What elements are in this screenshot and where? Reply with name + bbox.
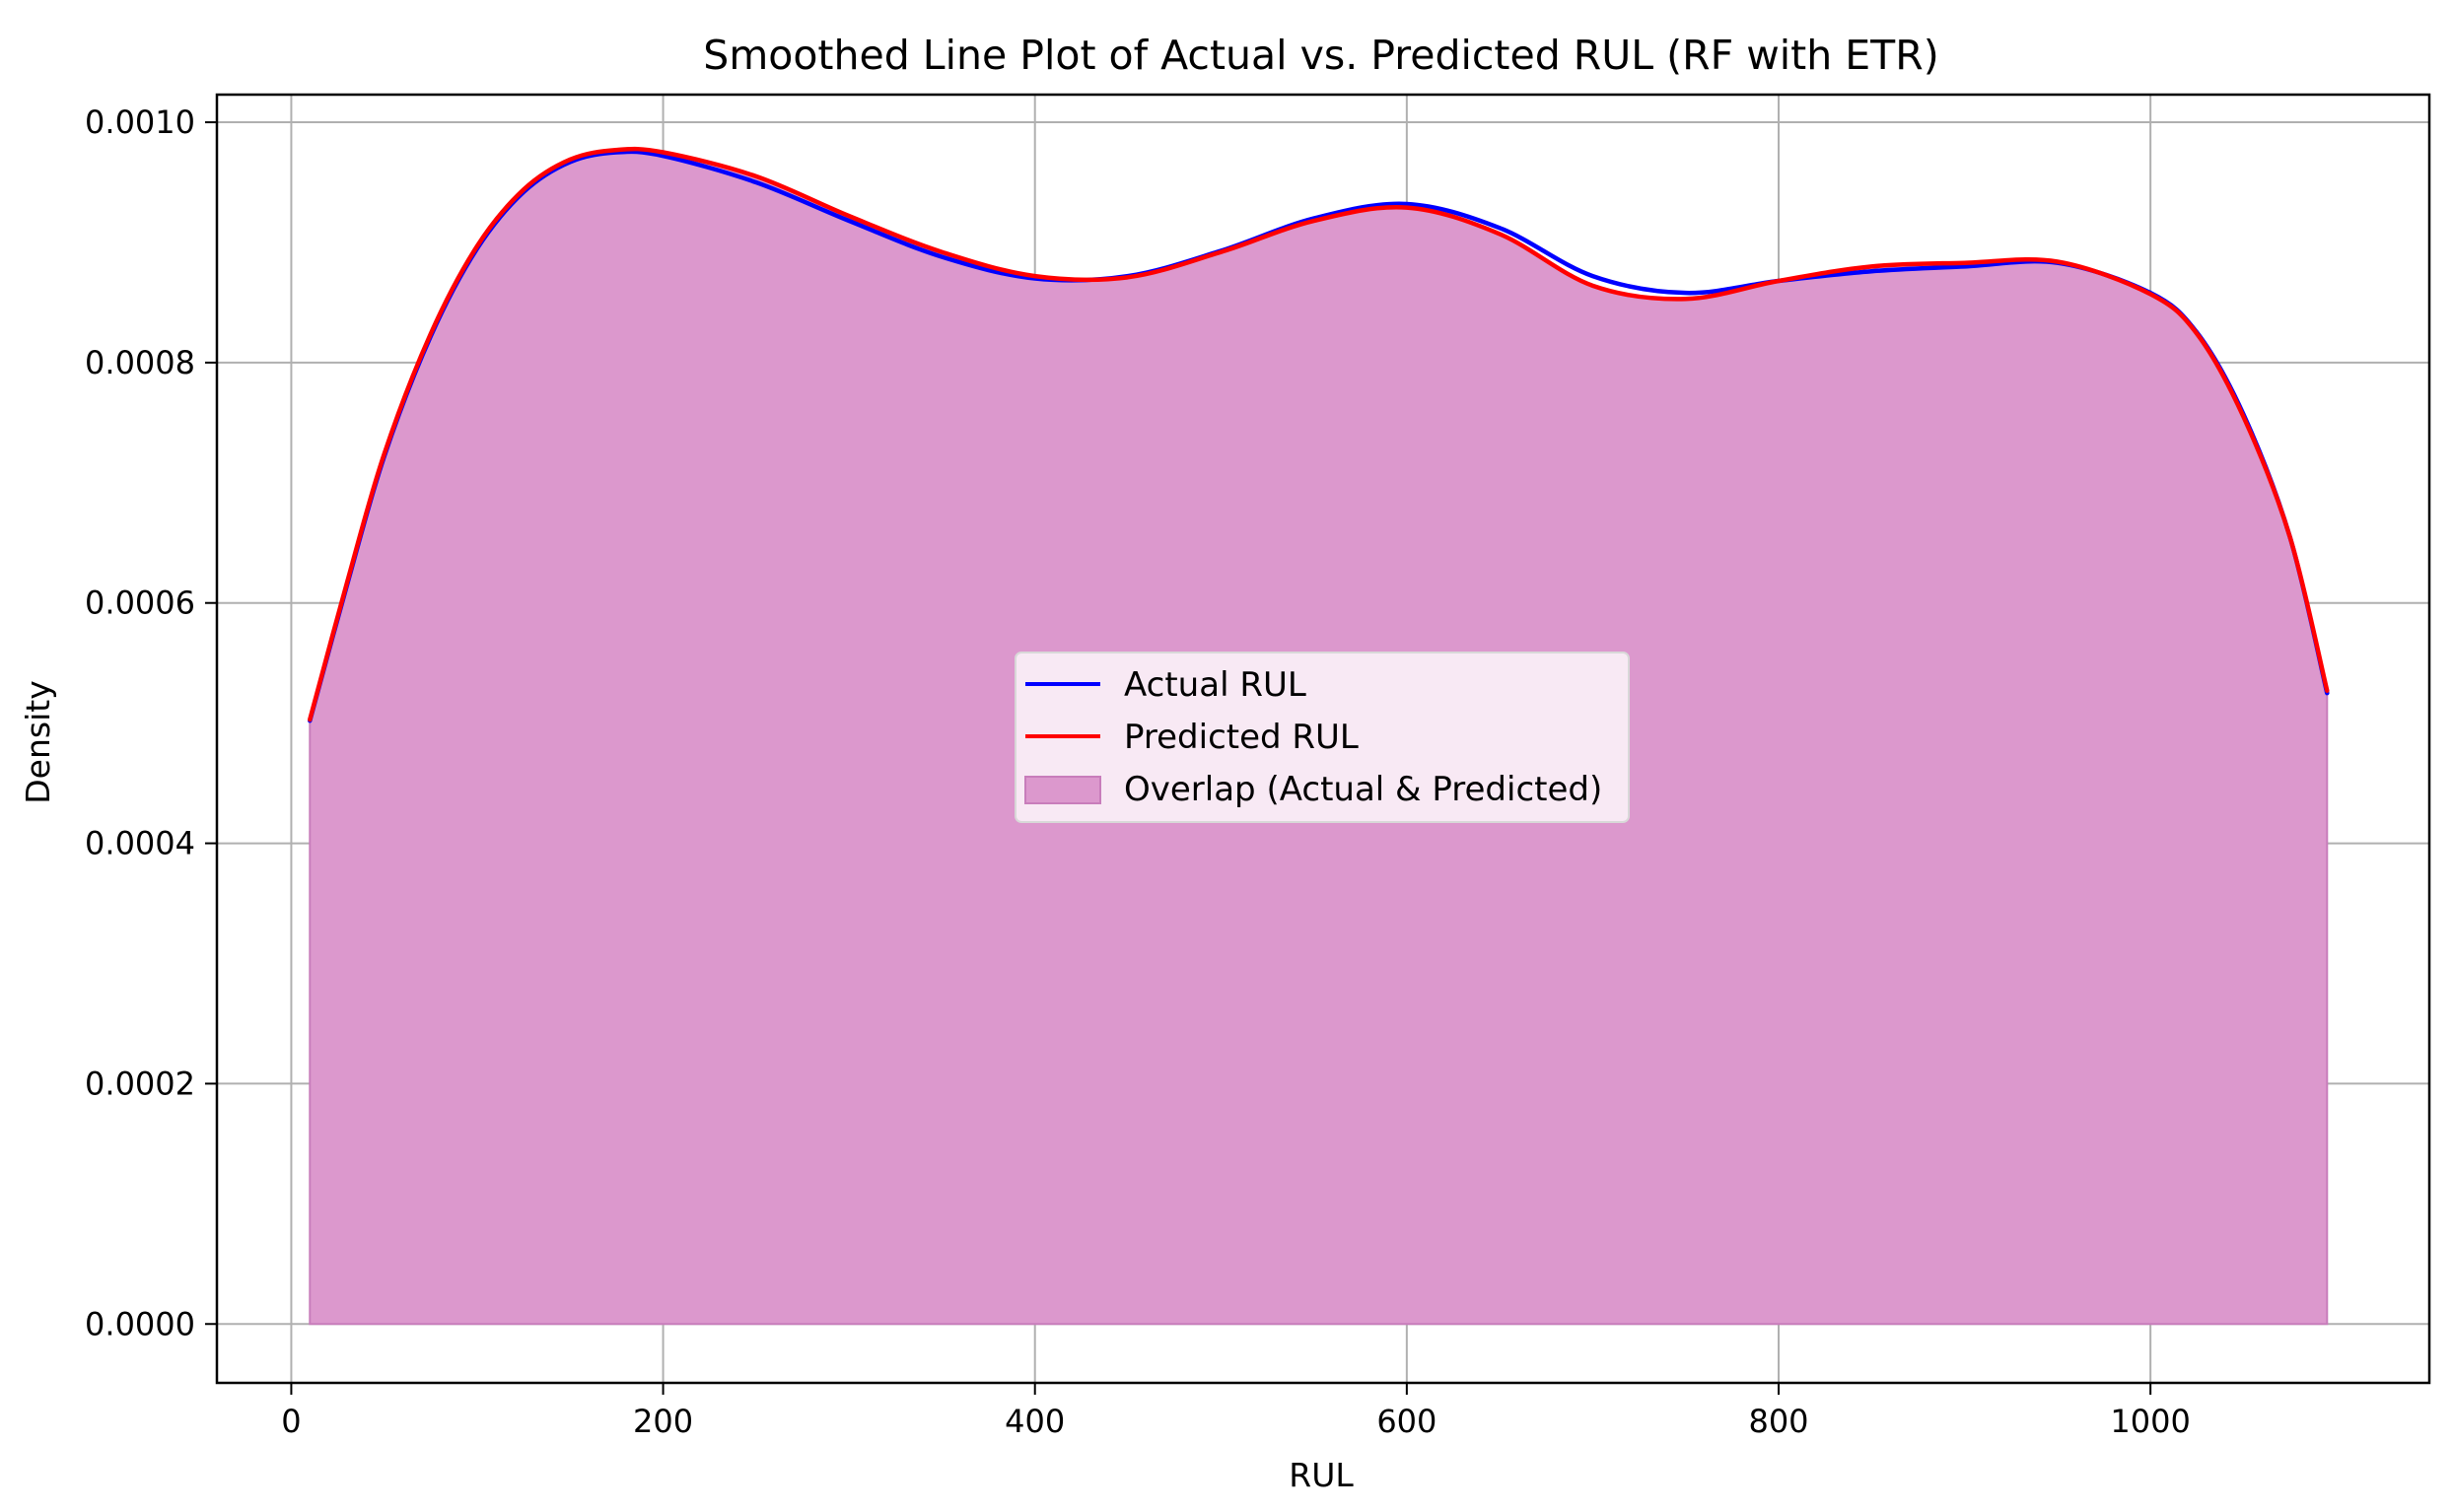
y-axis-ticks: 0.0000 0.0002 0.0004 0.0006 0.0008 0.0010 bbox=[85, 103, 217, 1342]
series-lines bbox=[308, 146, 2330, 723]
x-tick-label: 800 bbox=[1748, 1403, 1808, 1440]
y-tick-label: 0.0004 bbox=[85, 825, 195, 862]
x-axis-ticks: 0 200 400 600 800 1000 bbox=[281, 1383, 2191, 1440]
y-tick-label: 0.0002 bbox=[85, 1065, 195, 1102]
legend-box bbox=[1015, 652, 1630, 823]
predicted-rul-line bbox=[308, 146, 2330, 722]
x-axis-label: RUL bbox=[1289, 1456, 1354, 1494]
legend-label-predicted: Predicted RUL bbox=[1124, 718, 1359, 757]
x-tick-label: 0 bbox=[281, 1403, 301, 1440]
x-tick-label: 200 bbox=[633, 1403, 693, 1440]
axes bbox=[215, 93, 2431, 1385]
legend-swatch-overlap bbox=[1024, 776, 1101, 804]
chart-title: Smoothed Line Plot of Actual vs. Predict… bbox=[703, 32, 1938, 79]
legend-label-actual: Actual RUL bbox=[1124, 665, 1306, 705]
y-tick-label: 0.0006 bbox=[85, 584, 195, 622]
plot-frame bbox=[215, 93, 2431, 1385]
y-tick-label: 0.0010 bbox=[85, 103, 195, 141]
x-tick-label: 400 bbox=[1005, 1403, 1065, 1440]
y-tick-label: 0.0008 bbox=[85, 344, 195, 381]
y-tick-label: 0.0000 bbox=[85, 1305, 195, 1342]
y-axis-label: Density bbox=[19, 680, 57, 803]
legend-label-overlap: Overlap (Actual & Predicted) bbox=[1124, 770, 1602, 809]
x-tick-label: 600 bbox=[1376, 1403, 1437, 1440]
x-tick-label: 1000 bbox=[2110, 1403, 2190, 1440]
legend: Actual RUL Predicted RUL Overlap (Actual… bbox=[1015, 652, 1630, 823]
